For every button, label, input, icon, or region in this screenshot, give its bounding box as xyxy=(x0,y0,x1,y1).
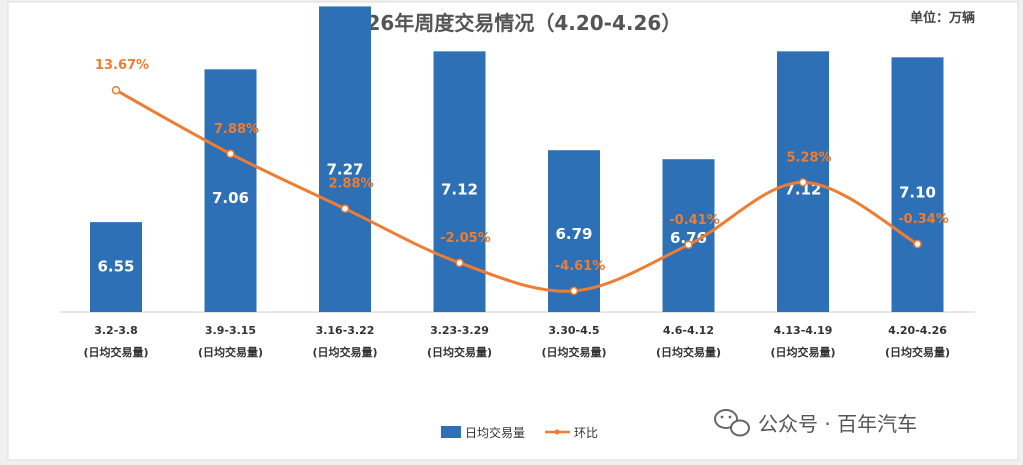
x-tick-label-6: 4.6-4.12 xyxy=(663,324,714,337)
bar-value-label-3: 7.27 xyxy=(326,160,363,178)
line-point-2 xyxy=(226,149,235,159)
x-tick-sublabel-6: (日均交易量) xyxy=(656,345,721,359)
legend: 日均交易量 环比 xyxy=(441,425,598,440)
line-point-8 xyxy=(913,239,922,249)
x-tick-sublabel-2: (日均交易量) xyxy=(198,345,263,359)
bar-value-label-7: 7.12 xyxy=(784,181,821,199)
x-tick-label-5: 3.30-4.5 xyxy=(548,324,599,337)
legend-line-marker xyxy=(554,429,560,435)
x-tick-label-4: 3.23-3.29 xyxy=(430,324,489,337)
line-value-label-1: 13.67% xyxy=(95,58,149,73)
x-tick-label-7: 4.13-4.19 xyxy=(774,324,833,337)
x-tick-sublabel-4: (日均交易量) xyxy=(427,345,492,359)
x-tick-label-1: 3.2-3.8 xyxy=(94,324,138,337)
bar-value-label-1: 6.55 xyxy=(97,258,134,276)
x-tick-sublabel-8: (日均交易量) xyxy=(885,345,950,359)
x-tick-sublabel-1: (日均交易量) xyxy=(83,345,148,359)
bar-1 xyxy=(90,222,142,312)
bar-value-label-5: 6.79 xyxy=(555,225,592,243)
x-tick-sublabel-5: (日均交易量) xyxy=(541,345,606,359)
x-tick-sublabel-7: (日均交易量) xyxy=(770,345,835,359)
x-tick-label-2: 3.9-3.15 xyxy=(205,324,256,337)
line-value-label-3: 2.88% xyxy=(328,177,373,192)
line-value-label-6: -0.41% xyxy=(669,213,720,228)
bar-value-label-4: 7.12 xyxy=(441,181,478,199)
line-point-5 xyxy=(569,286,579,296)
line-value-label-2: 7.88% xyxy=(214,122,259,137)
ring-ratio-line xyxy=(115,88,919,293)
bar-value-label-8: 7.10 xyxy=(899,183,936,201)
x-tick-label-3: 3.16-3.22 xyxy=(316,324,375,337)
line-value-label-7: 5.28% xyxy=(786,150,831,165)
legend-bar-swatch xyxy=(441,426,461,438)
bar-5 xyxy=(548,150,600,312)
chart-background xyxy=(7,1,1019,461)
line-point-1 xyxy=(111,85,121,95)
unit-label: 单位：万辆 xyxy=(910,10,975,26)
x-tick-label-8: 4.20-4.26 xyxy=(888,324,947,337)
watermark: 公众号 · 百年汽车 xyxy=(714,409,917,437)
line-value-label-4: -2.05% xyxy=(440,231,491,246)
bar-8 xyxy=(891,57,944,313)
legend-line-label: 环比 xyxy=(574,426,598,440)
bar-value-label-6: 6.76 xyxy=(670,229,707,247)
watermark-text: 公众号 · 百年汽车 xyxy=(758,412,917,436)
legend-bar-label: 日均交易量 xyxy=(465,425,525,440)
line-value-label-8: -0.34% xyxy=(898,212,949,227)
bar-2 xyxy=(204,69,257,312)
x-tick-sublabel-3: (日均交易量) xyxy=(312,345,377,359)
line-point-3 xyxy=(340,204,350,213)
bar-3 xyxy=(319,6,371,313)
line-point-6 xyxy=(684,240,693,250)
wechat-icon xyxy=(714,409,750,437)
bar-value-label-2: 7.06 xyxy=(212,189,249,207)
line-point-4 xyxy=(455,258,464,268)
line-value-label-5: -4.61% xyxy=(555,259,606,274)
line-series: 13.67% 7.88% 2.88% -2.05% -4.61% -0.41% 5.28% -… xyxy=(95,58,949,296)
x-axis-categories: 3.2-3.8 (日均交易量) 3.9-3.15 (日均交易量) 3.16-3.22 (日… xyxy=(83,324,950,359)
chart-title: 2026年周度交易情况（4.20-4.26） xyxy=(339,11,682,35)
line-point-7 xyxy=(798,178,808,187)
